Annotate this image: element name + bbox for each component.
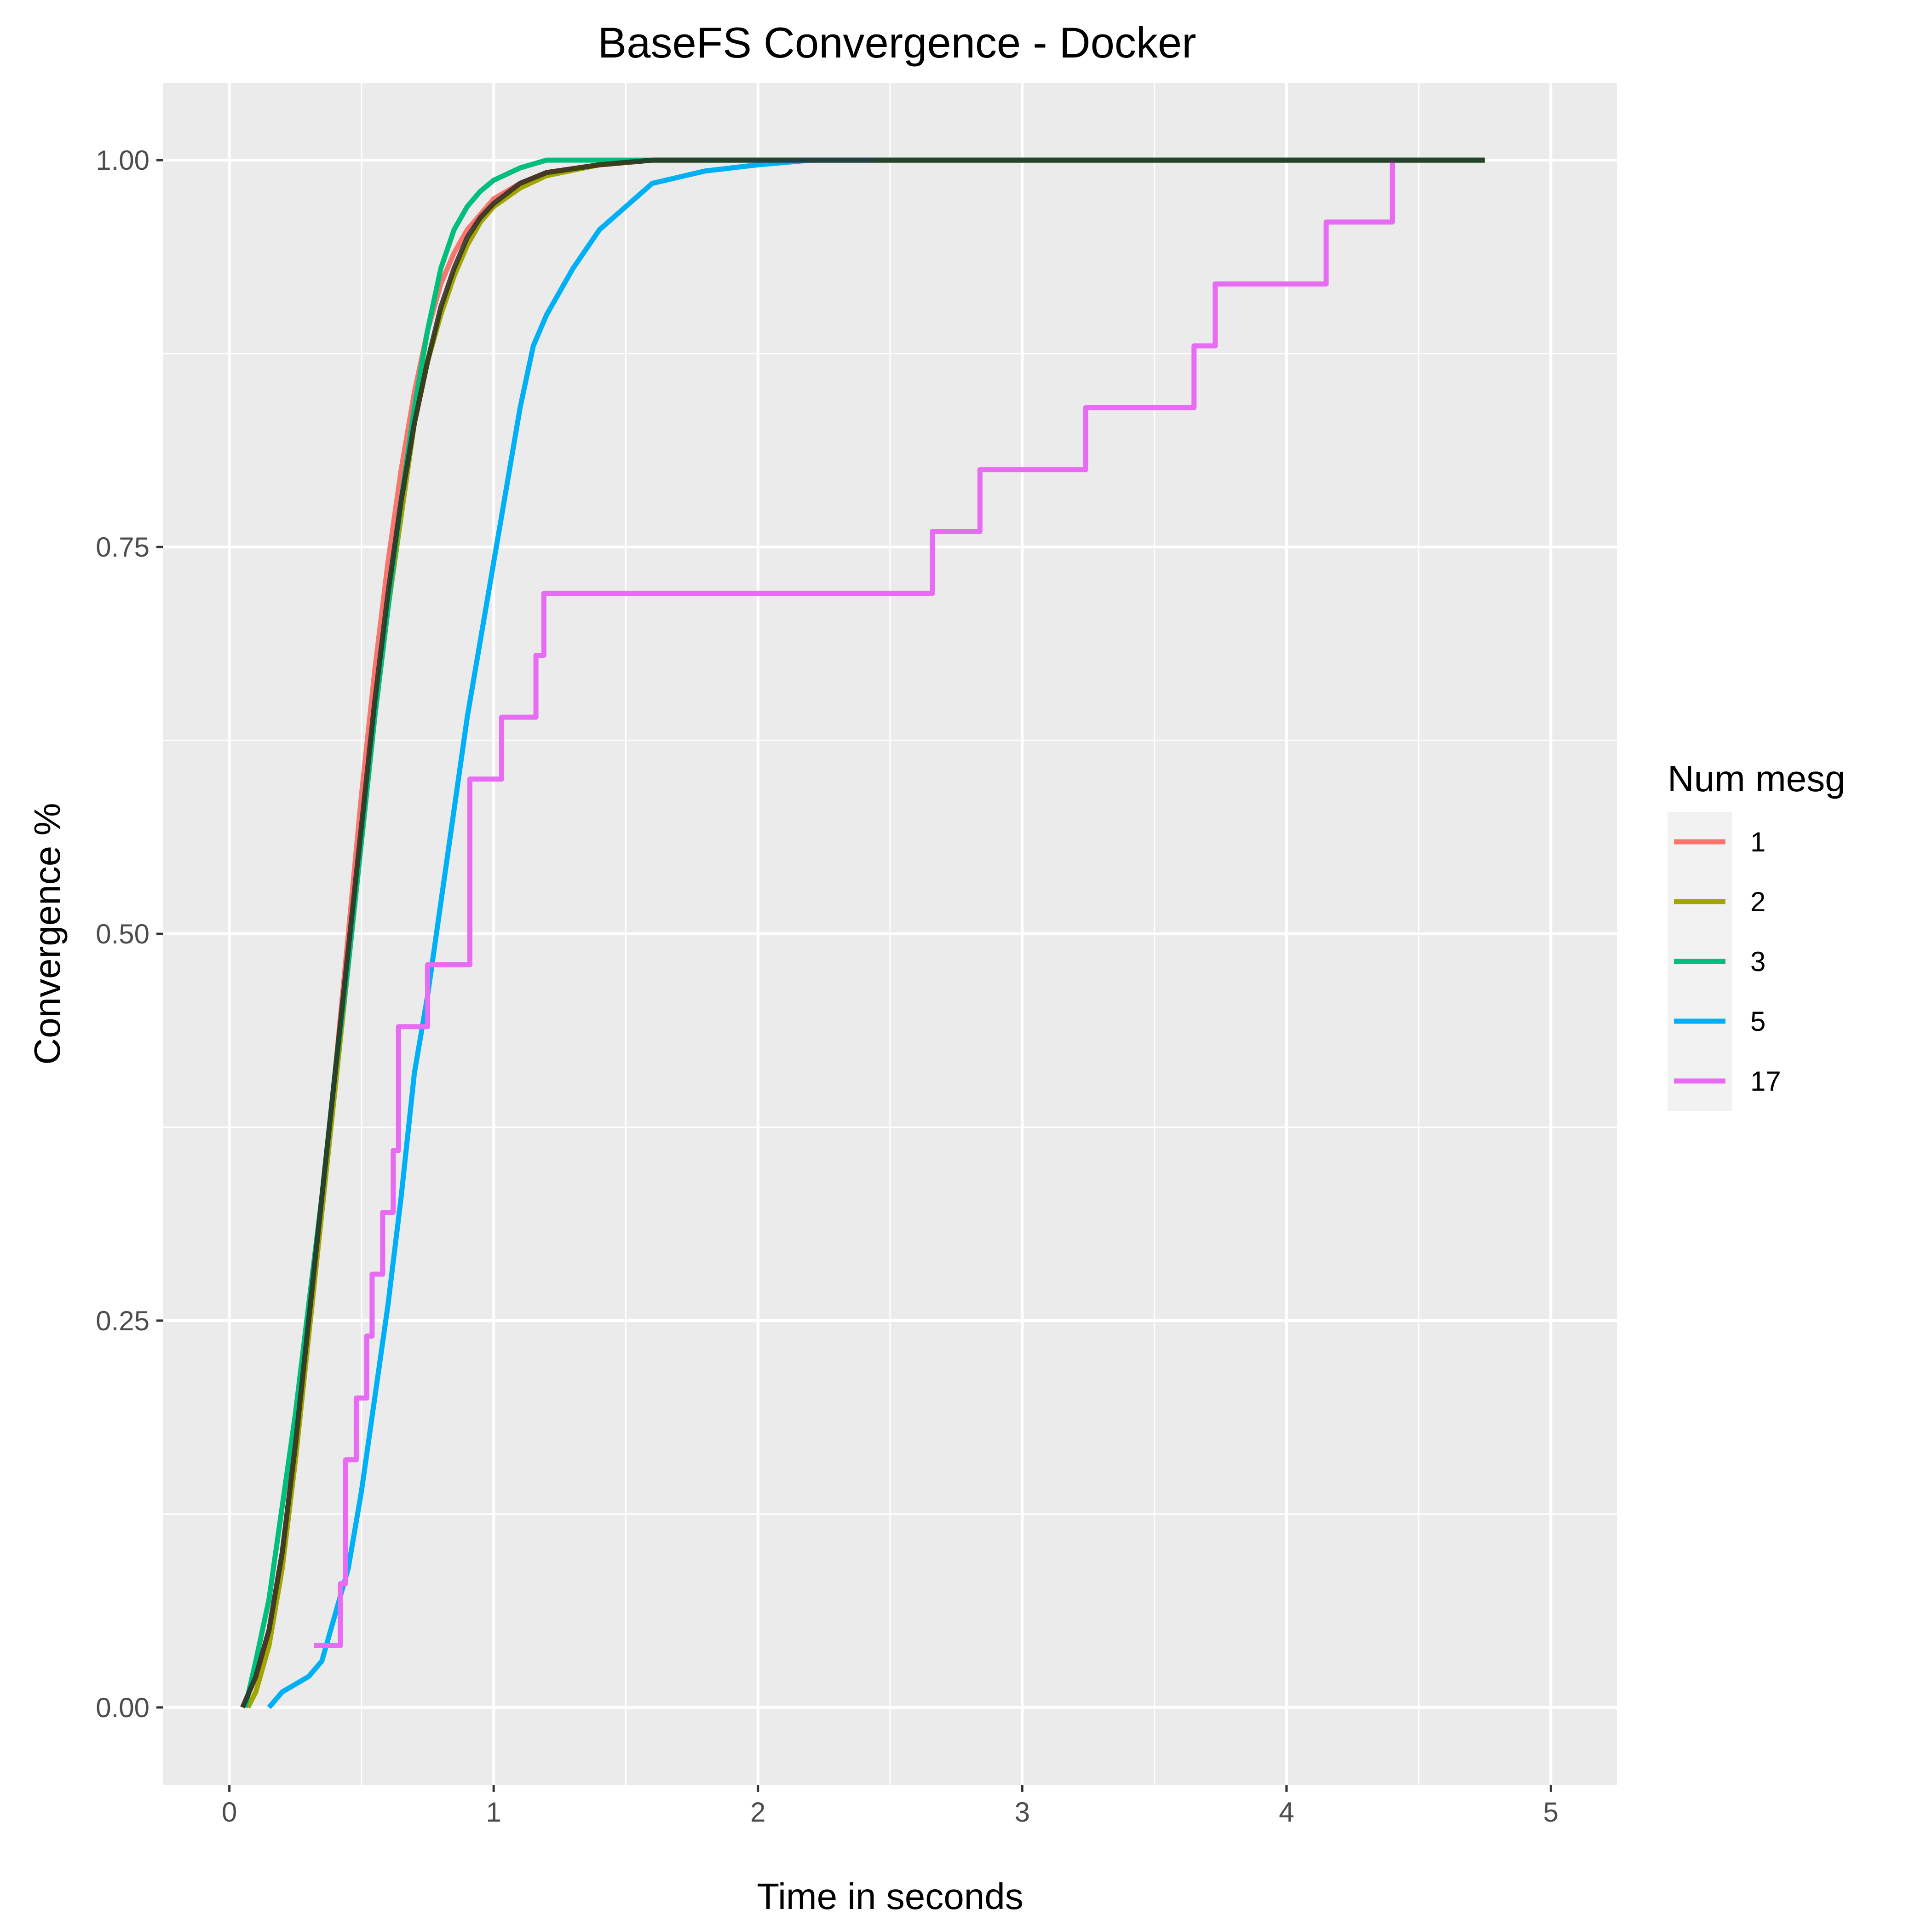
x-axis: 0 1 2 3 4 5 [222,1785,1558,1828]
y-tick-label: 0.75 [96,532,150,563]
x-tick-label: 5 [1543,1797,1558,1828]
legend: 1 2 3 5 17 [1668,812,1781,1111]
legend-label: 17 [1750,1066,1781,1097]
x-tick-label: 2 [750,1797,765,1828]
y-tick-label: 0.25 [96,1305,150,1336]
series-line-5 [267,157,877,1709]
legend-label: 5 [1750,1006,1765,1037]
x-tick-label: 1 [486,1797,501,1828]
legend-label: 1 [1750,827,1765,857]
x-tick-label: 4 [1279,1797,1294,1828]
legend-title: Num mesg [1668,758,1846,799]
x-axis-title: Time in seconds [757,1876,1024,1917]
chart-title: BaseFS Convergence - Docker [598,18,1196,67]
y-axis: 0.00 0.25 0.50 0.75 1.00 [96,145,163,1723]
series-line-17 [314,160,1395,1648]
series-layer [240,157,1485,1709]
legend-label: 3 [1750,946,1765,977]
x-tick-label: 3 [1015,1797,1030,1828]
x-tick-label: 0 [222,1797,237,1828]
y-tick-label: 0.50 [96,919,150,949]
legend-label: 2 [1750,886,1765,917]
y-tick-label: 0.00 [96,1692,150,1723]
series-line-overlay-5 [240,157,1485,1708]
y-tick-label: 1.00 [96,145,150,176]
y-axis-title: Convergence % [27,803,68,1064]
